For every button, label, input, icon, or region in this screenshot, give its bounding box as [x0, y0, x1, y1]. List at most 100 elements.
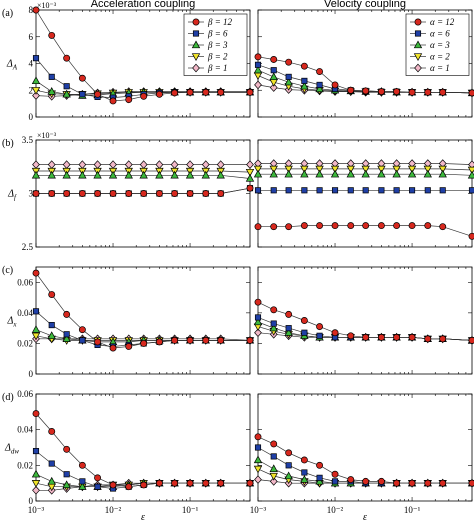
data-point: [94, 338, 102, 346]
data-point: [32, 448, 40, 455]
y-tick-label: 0.04: [17, 425, 33, 435]
legend-label: β = 12: [207, 17, 233, 27]
data-point: [269, 165, 278, 174]
data-point: [409, 187, 416, 194]
chart-panel-2: Velocity coupling α = 12 α = 6α = 3 α = 2α …: [253, 0, 474, 118]
data-point: [254, 80, 262, 90]
data-point: [78, 461, 86, 469]
data-point: [393, 222, 401, 230]
data-point: [245, 173, 255, 182]
plot-frame: [35, 266, 251, 375]
data-point: [31, 76, 41, 85]
data-point: [300, 62, 308, 70]
data-point: [301, 77, 308, 84]
data-point: [254, 187, 262, 194]
data-point: [79, 478, 86, 485]
series-4: [31, 167, 255, 177]
data-point: [270, 320, 277, 327]
data-point: [270, 306, 278, 314]
data-point: [269, 477, 278, 486]
chart-panel-6: [253, 266, 474, 375]
data-point: [408, 222, 416, 230]
series-1: [32, 184, 254, 197]
data-point: [94, 90, 102, 98]
data-point: [94, 474, 102, 482]
data-point: [316, 187, 323, 194]
data-point: [155, 479, 163, 487]
x-tick-label: 10⁻²: [327, 505, 344, 515]
data-point: [94, 190, 102, 197]
y-tick-label: 3: [29, 189, 34, 199]
data-point: [284, 165, 293, 174]
data-point: [361, 169, 370, 178]
data-point: [186, 190, 194, 197]
data-point: [270, 223, 278, 231]
data-point: [245, 168, 255, 177]
data-point: [32, 485, 40, 495]
data-point: [202, 88, 210, 96]
legend-marker: [192, 63, 200, 73]
data-point: [62, 170, 71, 179]
data-point: [300, 456, 308, 464]
y-tick-label: 8: [29, 5, 34, 15]
data-point: [285, 187, 292, 194]
data-point: [301, 329, 308, 336]
data-point: [202, 190, 210, 197]
data-point: [109, 97, 117, 105]
data-point: [31, 480, 41, 488]
data-point: [301, 187, 308, 194]
y-tick-label: 6: [29, 32, 34, 42]
legend-marker: [414, 63, 422, 73]
data-point: [185, 170, 195, 179]
data-point: [93, 170, 102, 179]
data-point: [300, 317, 308, 324]
y-tick-label: 0.02: [17, 460, 33, 470]
data-point: [269, 472, 278, 481]
series-line: [258, 173, 473, 176]
data-point: [316, 323, 324, 331]
data-point: [31, 87, 41, 95]
data-point: [109, 344, 117, 352]
data-point: [62, 480, 71, 489]
data-point: [284, 169, 293, 178]
y-tick-label: 0.06: [17, 277, 33, 287]
data-point: [347, 222, 355, 230]
data-point: [362, 333, 370, 341]
data-point: [316, 68, 324, 75]
data-point: [439, 335, 447, 343]
series-1: [254, 298, 474, 344]
data-point: [254, 53, 262, 61]
data-point: [155, 170, 164, 179]
data-point: [269, 72, 278, 81]
data-point: [216, 170, 225, 179]
data-point: [315, 169, 324, 178]
y-tick-label: 0.04: [17, 308, 33, 318]
data-point: [47, 331, 56, 339]
legend-label: α = 6: [430, 29, 450, 39]
data-point: [32, 91, 40, 100]
data-point: [48, 190, 56, 197]
data-point: [377, 222, 385, 230]
data-point: [140, 481, 148, 489]
data-point: [246, 336, 254, 344]
data-point: [217, 88, 225, 96]
legend-label: α = 3: [430, 40, 450, 50]
data-point: [246, 88, 254, 96]
chart-panel-5: 0 0.02 0.04 0.06 (c) Δx: [2, 265, 255, 379]
y-tick-label: 4: [29, 59, 34, 69]
legend-marker: [414, 18, 422, 26]
data-point: [186, 336, 194, 344]
data-point: [186, 88, 194, 96]
data-point: [31, 325, 41, 333]
data-point: [269, 83, 278, 92]
data-point: [125, 96, 133, 104]
x-axis-label: ε: [141, 512, 145, 523]
data-point: [423, 165, 432, 174]
data-point: [300, 81, 309, 90]
series-1: [32, 410, 254, 491]
data-point: [253, 165, 263, 174]
data-point: [47, 87, 56, 95]
legend-marker: [414, 30, 422, 37]
data-point: [300, 222, 308, 230]
data-point: [63, 54, 71, 62]
